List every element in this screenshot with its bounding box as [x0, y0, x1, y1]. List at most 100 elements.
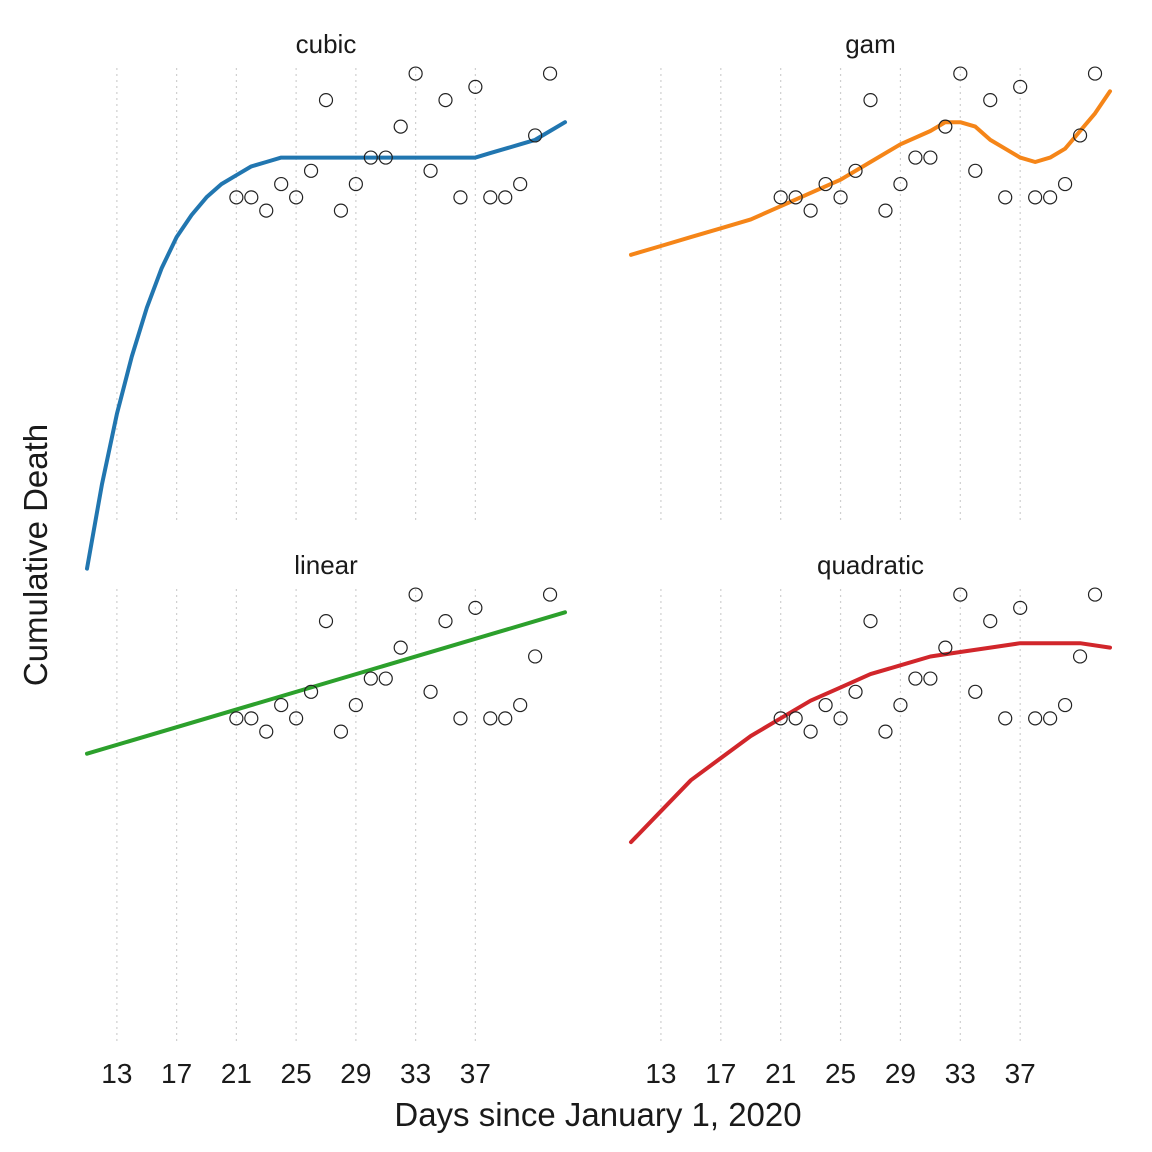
data-point [1087, 587, 1103, 602]
data-point [863, 613, 878, 629]
data-point [803, 724, 818, 739]
data-point [848, 684, 863, 699]
x-tick-label: 37 [1005, 1058, 1036, 1089]
data-point [408, 66, 423, 81]
data-point [773, 711, 788, 726]
panel-title: quadratic [817, 550, 924, 580]
panel-linear: linear 13 17 21 25 29 33 37 [85, 550, 567, 1089]
x-tick-label: 33 [945, 1058, 976, 1089]
data-point [244, 711, 259, 726]
data-point [893, 697, 908, 713]
panels-layer: cubic gam linear 13 17 21 25 29 33 37 quadratic 13 1… [85, 29, 1112, 1089]
data-point [393, 119, 408, 134]
data-point [1057, 697, 1073, 713]
data-point [1043, 711, 1058, 726]
x-tick-label: 21 [221, 1058, 252, 1089]
data-point [438, 92, 453, 108]
data-point [363, 671, 378, 686]
data-point [542, 587, 558, 602]
data-point [878, 203, 893, 218]
data-point [274, 176, 289, 192]
data-point [423, 163, 438, 178]
data-point [303, 163, 319, 178]
data-point [923, 671, 938, 686]
panel-title: cubic [296, 29, 357, 59]
data-point [998, 190, 1013, 205]
data-point [908, 671, 923, 686]
x-tick-label: 33 [400, 1058, 431, 1089]
data-point [348, 697, 363, 713]
data-point [863, 92, 878, 108]
data-point [818, 176, 833, 192]
data-point [788, 190, 803, 205]
data-point [528, 649, 543, 664]
data-point [1013, 79, 1028, 94]
data-point [1013, 600, 1028, 615]
data-point [453, 190, 468, 205]
fit-line-cubic [85, 120, 567, 571]
data-point [468, 79, 483, 94]
x-tick-label: 29 [340, 1058, 371, 1089]
data-point [1028, 711, 1043, 726]
data-point [1043, 190, 1058, 205]
x-tick-label: 37 [460, 1058, 491, 1089]
data-point [833, 711, 848, 726]
data-point [363, 150, 378, 165]
fit-line-quadratic [629, 641, 1112, 845]
data-point [878, 724, 893, 739]
data-point [968, 163, 983, 178]
data-point [438, 613, 453, 629]
data-point [244, 190, 259, 205]
data-point [318, 92, 334, 108]
y-axis-title: Cumulative Death [17, 424, 54, 686]
data-point [513, 176, 528, 192]
data-point [393, 640, 408, 655]
data-point [274, 697, 289, 713]
data-point [453, 711, 468, 726]
data-point [513, 697, 528, 713]
data-point [498, 190, 513, 205]
data-point [468, 600, 483, 615]
data-point [1072, 649, 1088, 664]
x-tick-label: 13 [645, 1058, 676, 1089]
x-tick-label: 13 [101, 1058, 132, 1089]
fit-line-gam [629, 89, 1112, 257]
x-tick-label: 29 [885, 1058, 916, 1089]
panel-cubic: cubic [85, 29, 567, 571]
x-axis-title: Days since January 1, 2020 [394, 1096, 801, 1133]
data-point [303, 684, 319, 699]
data-point [259, 724, 274, 739]
panel-title: gam [845, 29, 896, 59]
data-point [259, 203, 274, 218]
data-point [289, 711, 304, 726]
data-point [1087, 66, 1103, 81]
data-point [408, 587, 423, 602]
data-point [788, 711, 803, 726]
data-point [983, 613, 998, 629]
panel-gam: gam [629, 29, 1112, 520]
data-point [289, 190, 304, 205]
data-point [803, 203, 818, 218]
data-point [923, 150, 938, 165]
data-point [229, 190, 244, 205]
data-point [848, 163, 863, 178]
data-point [229, 711, 244, 726]
x-tick-label: 25 [825, 1058, 856, 1089]
data-point [1028, 190, 1043, 205]
data-point [953, 587, 968, 602]
x-tick-label: 25 [281, 1058, 312, 1089]
data-point [998, 711, 1013, 726]
data-point [773, 190, 788, 205]
panel-title: linear [294, 550, 358, 580]
data-point [333, 203, 349, 218]
x-tick-label: 21 [765, 1058, 796, 1089]
fit-line-linear [85, 610, 567, 756]
data-point [953, 66, 968, 81]
data-point [908, 150, 923, 165]
data-point [1057, 176, 1073, 192]
data-point [348, 176, 363, 192]
data-point [893, 176, 908, 192]
data-point [498, 711, 513, 726]
data-point [818, 697, 833, 713]
data-point [378, 671, 393, 686]
